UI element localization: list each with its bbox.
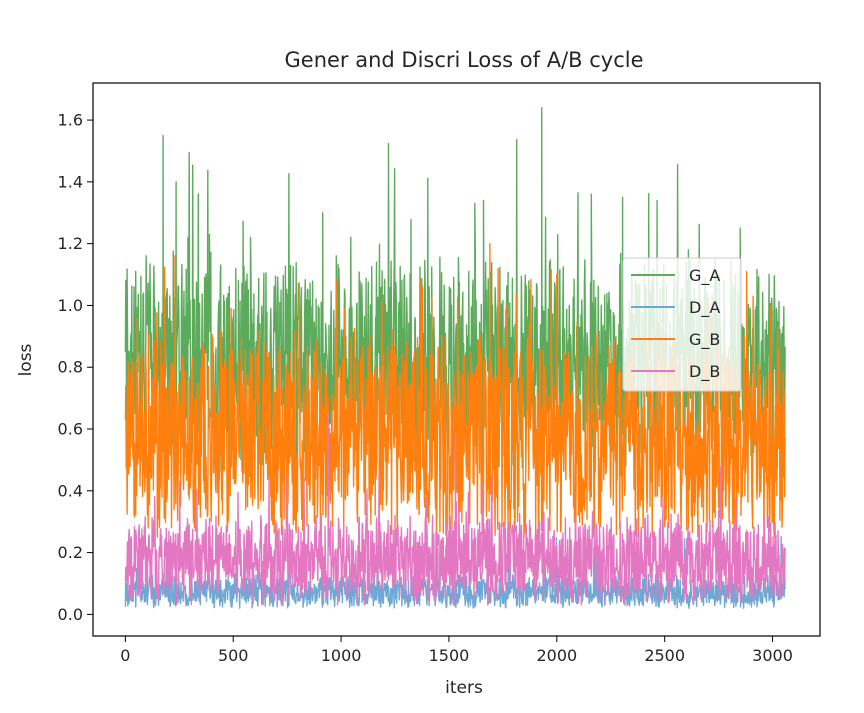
y-axis-label: loss xyxy=(16,343,36,376)
legend-entry-d-b: D_B xyxy=(689,362,720,382)
x-tick-label: 1500 xyxy=(429,646,470,665)
x-tick-label: 1000 xyxy=(321,646,362,665)
legend-entry-g-b: G_B xyxy=(689,330,720,350)
x-tick-label: 3000 xyxy=(752,646,793,665)
x-tick-label: 500 xyxy=(218,646,249,665)
y-tick-label: 1.4 xyxy=(58,172,83,191)
series-line-d-b xyxy=(124,412,786,606)
x-tick-label: 0 xyxy=(120,646,130,665)
x-axis-label: iters xyxy=(445,678,483,698)
y-tick-label: 1.6 xyxy=(58,111,83,130)
y-tick-label: 0.2 xyxy=(58,543,83,562)
y-tick-label: 0.4 xyxy=(58,481,83,500)
legend-box xyxy=(622,257,742,392)
y-tick-label: 1.0 xyxy=(58,296,83,315)
x-tick-label: 2500 xyxy=(644,646,685,665)
legend: G_A D_A G_B D_B xyxy=(622,257,742,392)
axes-frame xyxy=(92,82,821,637)
legend-entry-g-a: G_A xyxy=(689,266,720,286)
y-tick-label: 0.0 xyxy=(58,605,83,624)
y-tick-label: 1.2 xyxy=(58,234,83,253)
x-tick-label: 2000 xyxy=(536,646,577,665)
legend-entry-d-a: D_A xyxy=(689,298,720,318)
x-axis-ticks: 0 500 1000 1500 2000 2500 3000 xyxy=(120,636,793,665)
y-tick-label: 0.8 xyxy=(58,358,83,377)
chart-title: Gener and Discri Loss of A/B cycle xyxy=(285,48,644,72)
y-axis-ticks: 0.0 0.2 0.4 0.6 0.8 1.0 1.2 1.4 1.6 xyxy=(58,111,93,624)
y-tick-label: 0.6 xyxy=(58,420,83,439)
